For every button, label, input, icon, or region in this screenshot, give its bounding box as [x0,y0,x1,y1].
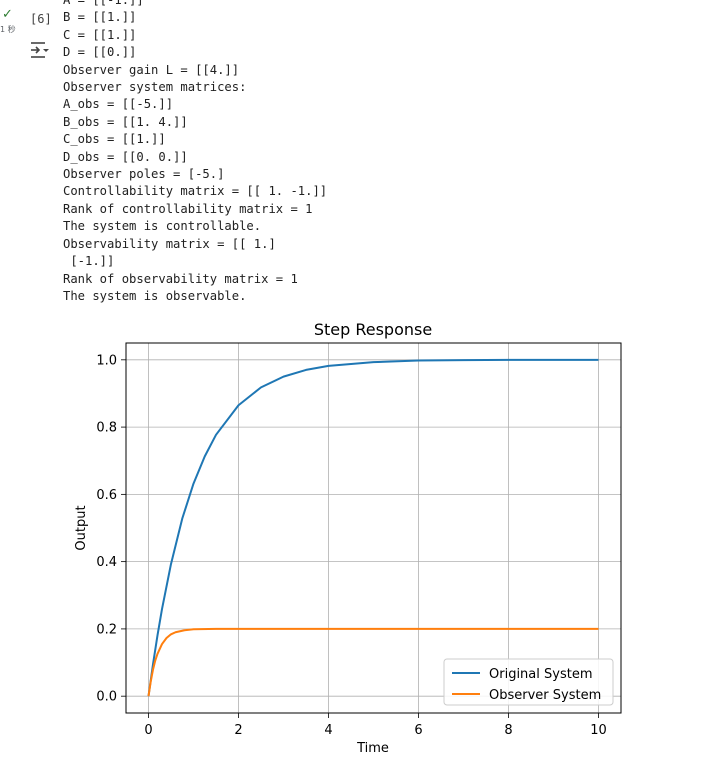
chart-title: Step Response [314,320,432,339]
chart-grid [126,343,621,713]
y-tick-label: 0.0 [96,690,117,705]
output-line: C_obs = [[1.]] [63,132,166,147]
legend-label: Original System [489,667,592,682]
x-tick-label: 0 [144,723,152,738]
execution-count[interactable]: [6] [30,12,52,26]
legend-box [443,658,614,706]
output-line: Observer poles = [-5.] [63,167,225,182]
y-tick-label: 0.6 [96,488,117,503]
output-line: B = [[1.]] [63,10,137,25]
y-axis-label: Output [74,505,89,550]
execution-time: 1 秒 [0,25,16,34]
output-line: B_obs = [[1. 4.]] [63,114,188,129]
legend-label: Observer System [489,688,601,703]
x-tick-label: 6 [414,723,422,738]
output-line: The system is controllable. [63,219,262,234]
check-icon: ✓ [2,7,13,22]
output-line: [-1.]] [70,254,115,269]
x-tick-label: 8 [504,723,512,738]
y-tick-label: 0.8 [96,421,117,436]
x-tick-label: 4 [324,723,332,738]
y-tick-label: 1.0 [96,353,117,368]
x-tick-label: 10 [590,723,607,738]
output-line: D = [[0.]] [63,45,137,60]
output-line: C = [[1.]] [63,27,137,42]
output-line: Rank of observability matrix = 1 [63,271,298,286]
chart-ticks: 0 2 4 6 8 10 0.0 0.2 0.4 0.6 0.8 1.0 [96,353,606,738]
y-tick-label: 0.4 [96,555,117,570]
output-line: The system is observable. [63,288,247,303]
output-line: A = [[-1.]] [63,0,144,7]
chart-legend: Original System Observer System [443,658,614,706]
output-line: Observability matrix = [[ 1.] [63,236,276,251]
cell-output-text: A = [[-1.]] B = [[1.]] C = [[1.]] D = [[… [63,0,327,305]
output-line: Controllability matrix = [[ 1. -1.]] [63,184,328,199]
output-line: D_obs = [[0. 0.]] [63,149,188,164]
y-tick-label: 0.2 [96,622,117,637]
plot-frame [125,342,622,714]
output-line: Observer gain L = [[4.]] [63,62,240,77]
output-actions-icon[interactable] [29,40,51,60]
output-line: Rank of controllability matrix = 1 [63,201,313,216]
series-line-2 [147,627,599,697]
series-line-1 [147,358,599,697]
x-axis-label: Time [356,741,389,756]
output-line: A_obs = [[-5.]] [63,97,174,112]
chart-lines [147,358,599,697]
step-response-chart: Step Response 0 2 4 6 8 100.00.20.40.60.81.0 … [74,320,622,756]
cell-gutter: ✓ 1 秒 [6] [0,0,60,80]
output-line: Observer system matrices: [63,80,247,95]
x-tick-label: 2 [234,723,242,738]
